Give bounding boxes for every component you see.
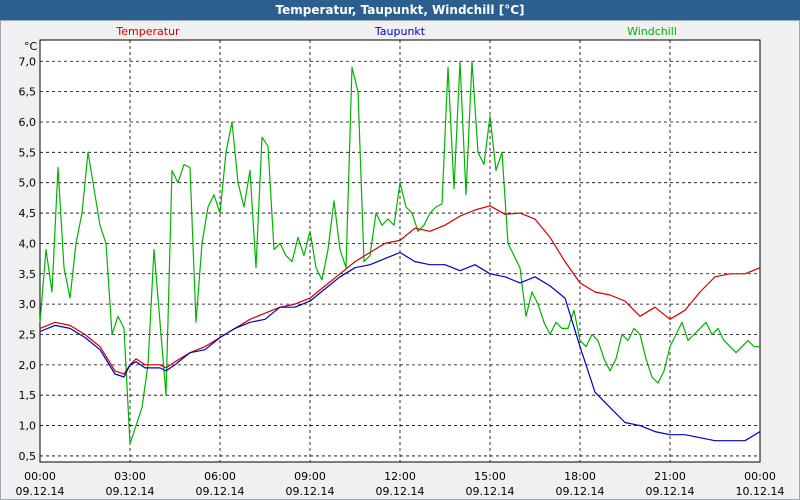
y-axis-ticks: 0,5 1,0 1,5 2,0 2,5 3,0 3,5 4,0 4,5 5,0 5,5 6,0 6,5 7… [19, 55, 37, 463]
series-group [39, 60, 761, 445]
legend-temperatur: Temperatur [115, 25, 180, 38]
y-tick-label: 7,0 [19, 55, 37, 68]
x-tick-date: 09.12.14 [646, 485, 695, 498]
legend-windchill: Windchill [627, 25, 677, 38]
legend-taupunkt: Taupunkt [374, 25, 426, 38]
grid [39, 39, 761, 463]
legend: Temperatur Taupunkt Windchill [115, 25, 677, 38]
x-tick-time: 15:00 [474, 470, 506, 483]
y-unit-label: °C [24, 40, 38, 53]
x-tick-time: 21:00 [654, 470, 686, 483]
x-tick-time: 09:00 [294, 470, 326, 483]
x-tick-date: 09.12.14 [196, 485, 245, 498]
x-tick-time: 18:00 [564, 470, 596, 483]
y-tick-label: 1,5 [19, 389, 37, 402]
y-tick-label: 4,0 [19, 237, 37, 250]
y-tick-label: 3,5 [19, 268, 37, 281]
series-line-taupunkt [39, 251, 761, 442]
y-tick-label: 6,0 [19, 116, 37, 129]
series-line-windchill [39, 60, 760, 445]
x-tick-date: 09.12.14 [106, 485, 155, 498]
x-tick-time: 00:00 [744, 470, 776, 483]
y-tick-label: 1,0 [19, 420, 37, 433]
x-tick-date: 10.12.14 [736, 485, 785, 498]
y-tick-label: 2,5 [19, 328, 37, 341]
y-tick-label: 5,0 [19, 177, 37, 190]
x-tick-time: 03:00 [114, 470, 146, 483]
series-line-temperatur [39, 205, 761, 375]
x-tick-date: 09.12.14 [16, 485, 65, 498]
y-tick-label: 6,5 [19, 86, 37, 99]
y-tick-label: 0,5 [19, 450, 37, 463]
x-tick-date: 09.12.14 [556, 485, 605, 498]
x-tick-date: 09.12.14 [286, 485, 335, 498]
x-tick-date: 09.12.14 [376, 485, 425, 498]
y-tick-label: 3,0 [19, 298, 37, 311]
y-tick-label: 5,5 [19, 146, 37, 159]
x-tick-time: 06:00 [204, 470, 236, 483]
x-tick-time: 12:00 [384, 470, 416, 483]
y-tick-label: 4,5 [19, 207, 37, 220]
x-axis-ticks: 00:00 09.12.14 03:00 09.12.14 06:00 09.12.14 0… [16, 470, 785, 498]
window-title: Temperatur, Taupunkt, Windchill [°C] [0, 0, 800, 20]
y-tick-label: 2,0 [19, 359, 37, 372]
x-tick-time: 00:00 [24, 470, 56, 483]
x-tick-date: 09.12.14 [466, 485, 515, 498]
